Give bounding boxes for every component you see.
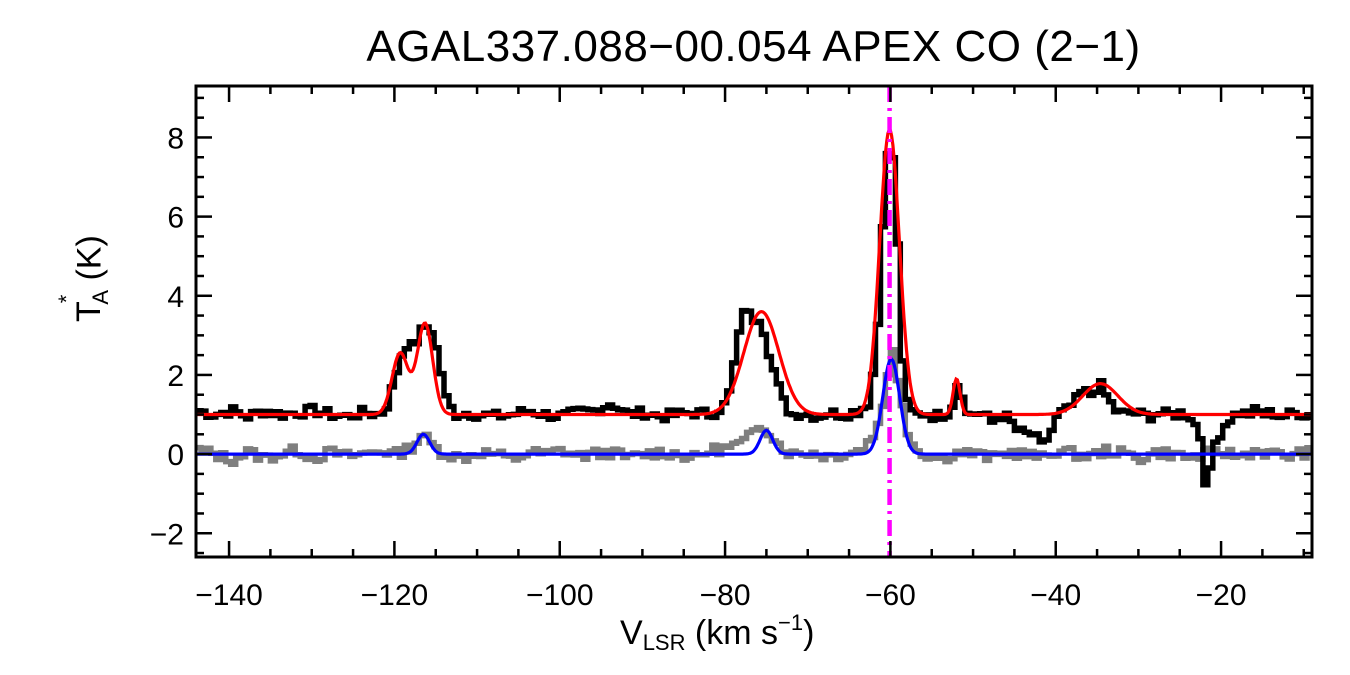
plot-frame <box>194 84 1314 559</box>
x-tick-label: −20 <box>1196 579 1247 612</box>
x-axis-label: VLSR (km s−1) <box>620 610 815 655</box>
x-tick-label: −120 <box>361 579 429 612</box>
y-tick-label: 8 <box>167 122 184 155</box>
y-tick-label: −2 <box>150 518 184 551</box>
x-tick-label: −140 <box>195 579 263 612</box>
x-tick-label: −100 <box>526 579 594 612</box>
y-tick-label: 4 <box>167 281 184 314</box>
x-tick-label: −60 <box>865 579 916 612</box>
y-tick-label: 6 <box>167 202 184 235</box>
y-tick-label: 2 <box>167 360 184 393</box>
co-2-1-spectrum-line <box>196 150 1312 488</box>
y-tick-label: 0 <box>167 439 184 472</box>
y-axis-label: T* A (K) <box>54 235 114 322</box>
co-2-1-gaussian-fit-line <box>196 127 1312 417</box>
13co-2-1-gaussian-fit-line <box>196 357 1312 456</box>
chart-title: AGAL337.088−00.054 APEX CO (2−1) <box>366 22 1141 71</box>
x-tick-label: −40 <box>1030 579 1081 612</box>
x-tick-label: −80 <box>700 579 751 612</box>
